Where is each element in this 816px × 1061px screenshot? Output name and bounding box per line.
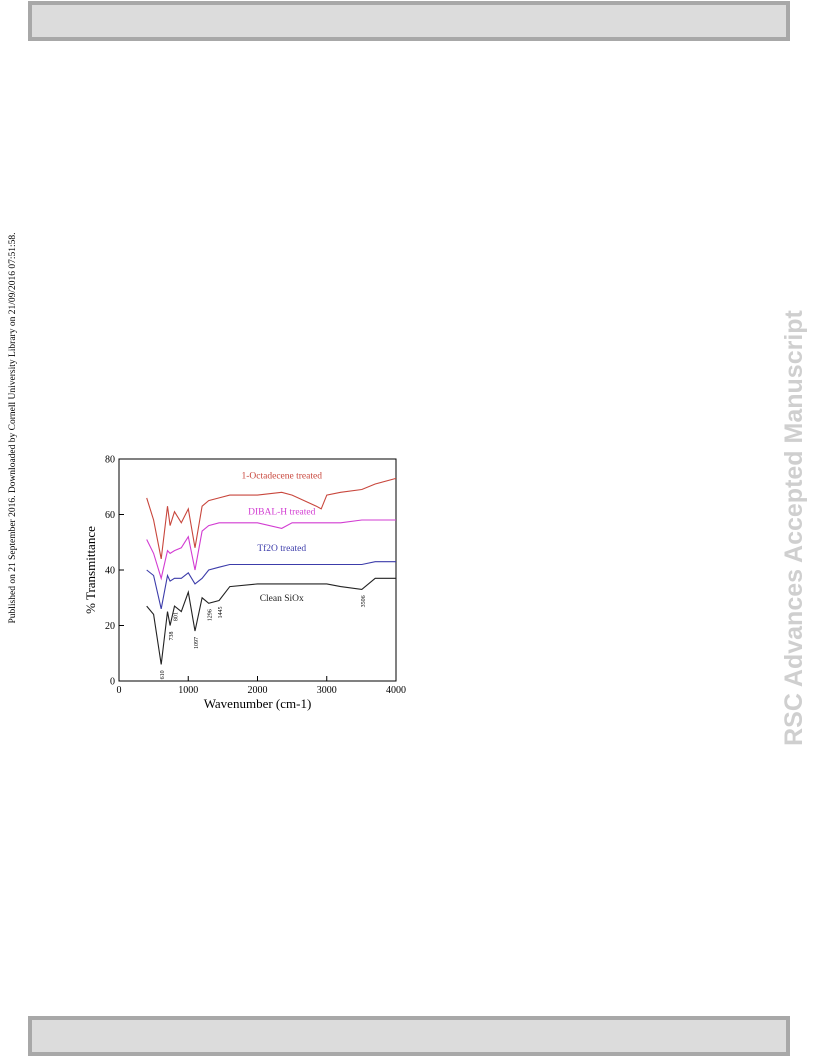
- series-label: Tf2O treated: [257, 543, 306, 554]
- x-tick-label: 2000: [248, 685, 268, 696]
- peak-label: 1445: [218, 607, 224, 619]
- peak-label: 1296: [208, 609, 214, 621]
- series-label: DIBAL-H treated: [248, 508, 316, 518]
- peak-label: 3506: [361, 595, 367, 607]
- series-label: 1-Octadecene treated: [242, 472, 323, 482]
- spectrum-line: [146, 519, 396, 581]
- footer-bar: [28, 1016, 790, 1056]
- y-tick-label: 20: [105, 621, 115, 632]
- peak-label: 801: [173, 612, 179, 621]
- spectrum-line: [146, 561, 396, 610]
- y-tick-label: 40: [105, 566, 115, 577]
- watermark: RSC Advances Accepted Manuscript: [780, 309, 808, 745]
- y-tick-label: 80: [105, 455, 115, 466]
- x-tick-label: 3000: [317, 685, 337, 696]
- peak-label: 738: [169, 632, 175, 641]
- header-bar: [28, 1, 790, 41]
- spectrum-line: [146, 477, 397, 560]
- side-note: Published on 21 September 2016. Download…: [8, 232, 18, 623]
- y-axis-label: % Transmittance: [83, 526, 98, 614]
- spectrum-line: [146, 577, 396, 665]
- y-tick-label: 0: [110, 677, 115, 688]
- y-tick-label: 60: [105, 510, 115, 521]
- x-tick-label: 4000: [386, 685, 406, 696]
- series-label: Clean SiOx: [260, 594, 304, 604]
- x-tick-label: 0: [117, 685, 122, 696]
- x-tick-label: 1000: [178, 685, 198, 696]
- x-axis-label: Wavenumber (cm-1): [204, 696, 312, 711]
- plot-frame: [118, 458, 397, 682]
- peak-label: 1097: [194, 637, 200, 649]
- peak-label: 610: [160, 670, 166, 679]
